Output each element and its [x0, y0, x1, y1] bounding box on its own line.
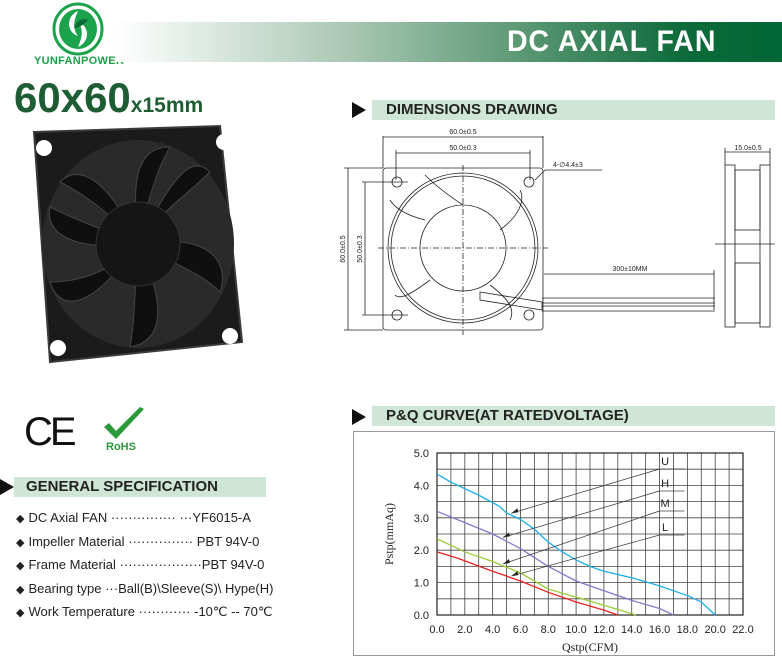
leader-arrow [511, 468, 660, 514]
size-main: 60x60 [14, 74, 131, 121]
y-axis-label: Pstp(mmAq) [382, 503, 396, 565]
dimensions-drawing: 60.0±0.5 50.0±0.3 4-∅4.4±3 300±10MM 15.0… [340, 129, 775, 335]
arrow-head-icon [511, 571, 519, 577]
pq-chart-frame [353, 431, 775, 656]
leader-arrow [502, 490, 660, 538]
diamond-bullet-icon: ◆ [16, 607, 25, 619]
spec-item: ◆ Frame Material ···················PBT 9… [16, 557, 264, 572]
x-axis-label: Qstp(CFM) [562, 640, 618, 654]
ce-mark: CE [24, 410, 77, 454]
spec-label: Work Temperature [28, 604, 135, 619]
yunfanpower-logo [52, 2, 104, 56]
y-tick-label: 1.0 [414, 578, 429, 590]
header-banner: DC AXIAL FAN [115, 22, 782, 62]
x-tick-label: 2.0 [457, 624, 472, 636]
x-tick-label: 14.0 [621, 624, 642, 636]
spec-leader: ············ [138, 604, 191, 619]
spec-label: Impeller Material [28, 534, 125, 549]
section-general-header: GENERAL SPECIFICATION [14, 477, 266, 497]
curve-L [436, 551, 619, 616]
curve-label-H: H [661, 478, 669, 490]
diamond-bullet-icon: ◆ [16, 513, 25, 525]
x-tick-label: 8.0 [541, 624, 556, 636]
spec-leader: ··················· [119, 557, 202, 572]
y-tick-label: 0.0 [414, 610, 429, 622]
pq-chart: 0.0 2.0 4.0 6.0 8.0 10.0 12.0 14.0 16.0 18.0 20.0 2… [382, 448, 754, 654]
rohs-label: RoHS [106, 441, 136, 453]
x-tick-label: 20.0 [704, 624, 725, 636]
product-size: 60x60x15mm [14, 74, 203, 122]
curve-label-U: U [661, 456, 669, 468]
spec-value: PBT 94V-0 [193, 534, 260, 549]
spec-leader: ··············· [128, 534, 194, 549]
y-tick-label: 2.0 [414, 545, 429, 557]
curve-H [436, 510, 674, 616]
dim-height-inner: 50.0±0.3 [357, 235, 364, 262]
spec-value: YF6015-A [192, 510, 251, 525]
x-tick-label: 10.0 [565, 624, 586, 636]
spec-value: Ball(B)\Sleeve(S)\ Hype(H) [118, 581, 274, 596]
section-arrow-icon [0, 479, 14, 495]
spec-item: ◆ DC Axial FAN ··············· ···YF6015-… [16, 510, 251, 525]
x-tick-label: 4.0 [485, 624, 500, 636]
dim-width-inner: 50.0±0.3 [449, 145, 476, 152]
dim-height-outer: 60.0±0.5 [340, 235, 347, 262]
spec-label: DC Axial FAN [28, 510, 108, 525]
x-tick-label: 0.0 [429, 624, 444, 636]
y-tick-label: 4.0 [414, 480, 429, 492]
dim-holes: 4-∅4.4±3 [553, 162, 583, 169]
dim-lead-length: 300±10MM [613, 266, 648, 273]
spec-value: -10℃ -- 70℃ [190, 604, 273, 619]
spec-item: ◆ Impeller Material ··············· PBT 9… [16, 534, 259, 549]
x-tick-label: 16.0 [649, 624, 670, 636]
spec-item: ◆ Bearing type ···Ball(B)\Sleeve(S)\ Hype… [16, 581, 273, 596]
curve-U [436, 473, 716, 616]
spec-label: Bearing type [28, 581, 102, 596]
diamond-bullet-icon: ◆ [16, 584, 25, 596]
arrow-head-icon [502, 558, 510, 564]
dim-thickness: 15.0±0.5 [734, 145, 761, 152]
arrow-head-icon [511, 508, 519, 514]
spec-label: Frame Material [28, 557, 116, 572]
plot-area [436, 452, 744, 616]
curve-label-M: M [661, 498, 670, 510]
leader-arrow [511, 534, 660, 577]
curve-label-L: L [662, 522, 668, 534]
section-arrow-icon [352, 102, 366, 118]
x-tick-label: 18.0 [677, 624, 698, 636]
x-tick-label: 22.0 [732, 624, 753, 636]
arrow-head-icon [502, 532, 510, 538]
size-suffix: x15mm [130, 94, 204, 117]
rohs-check-icon [104, 407, 144, 439]
diamond-bullet-icon: ◆ [16, 537, 25, 549]
x-tick-label: 12.0 [593, 624, 614, 636]
leader-arrow [502, 510, 660, 565]
section-dimensions-header: DIMENSIONS DRAWING [372, 100, 775, 120]
y-tick-label: 5.0 [414, 448, 429, 460]
spec-leader: ··· [105, 581, 119, 596]
page-title: DC AXIAL FAN [506, 25, 716, 58]
x-tick-label: 6.0 [513, 624, 528, 636]
dim-width-outer: 60.0±0.5 [449, 129, 476, 136]
section-arrow-icon [352, 409, 366, 425]
spec-item: ◆ Work Temperature ············ -10℃ -- 7… [16, 604, 272, 620]
brand-name: YUNFANPOWER [34, 55, 125, 67]
spec-value: PBT 94V-0 [201, 557, 265, 572]
diamond-bullet-icon: ◆ [16, 560, 25, 572]
section-pq-header: P&Q CURVE(AT RATEDVOLTAGE) [372, 406, 775, 426]
spec-leader: ··············· ··· [110, 510, 193, 525]
curve-M [436, 538, 637, 616]
fan-product-image [32, 124, 244, 364]
y-tick-label: 3.0 [414, 513, 429, 525]
